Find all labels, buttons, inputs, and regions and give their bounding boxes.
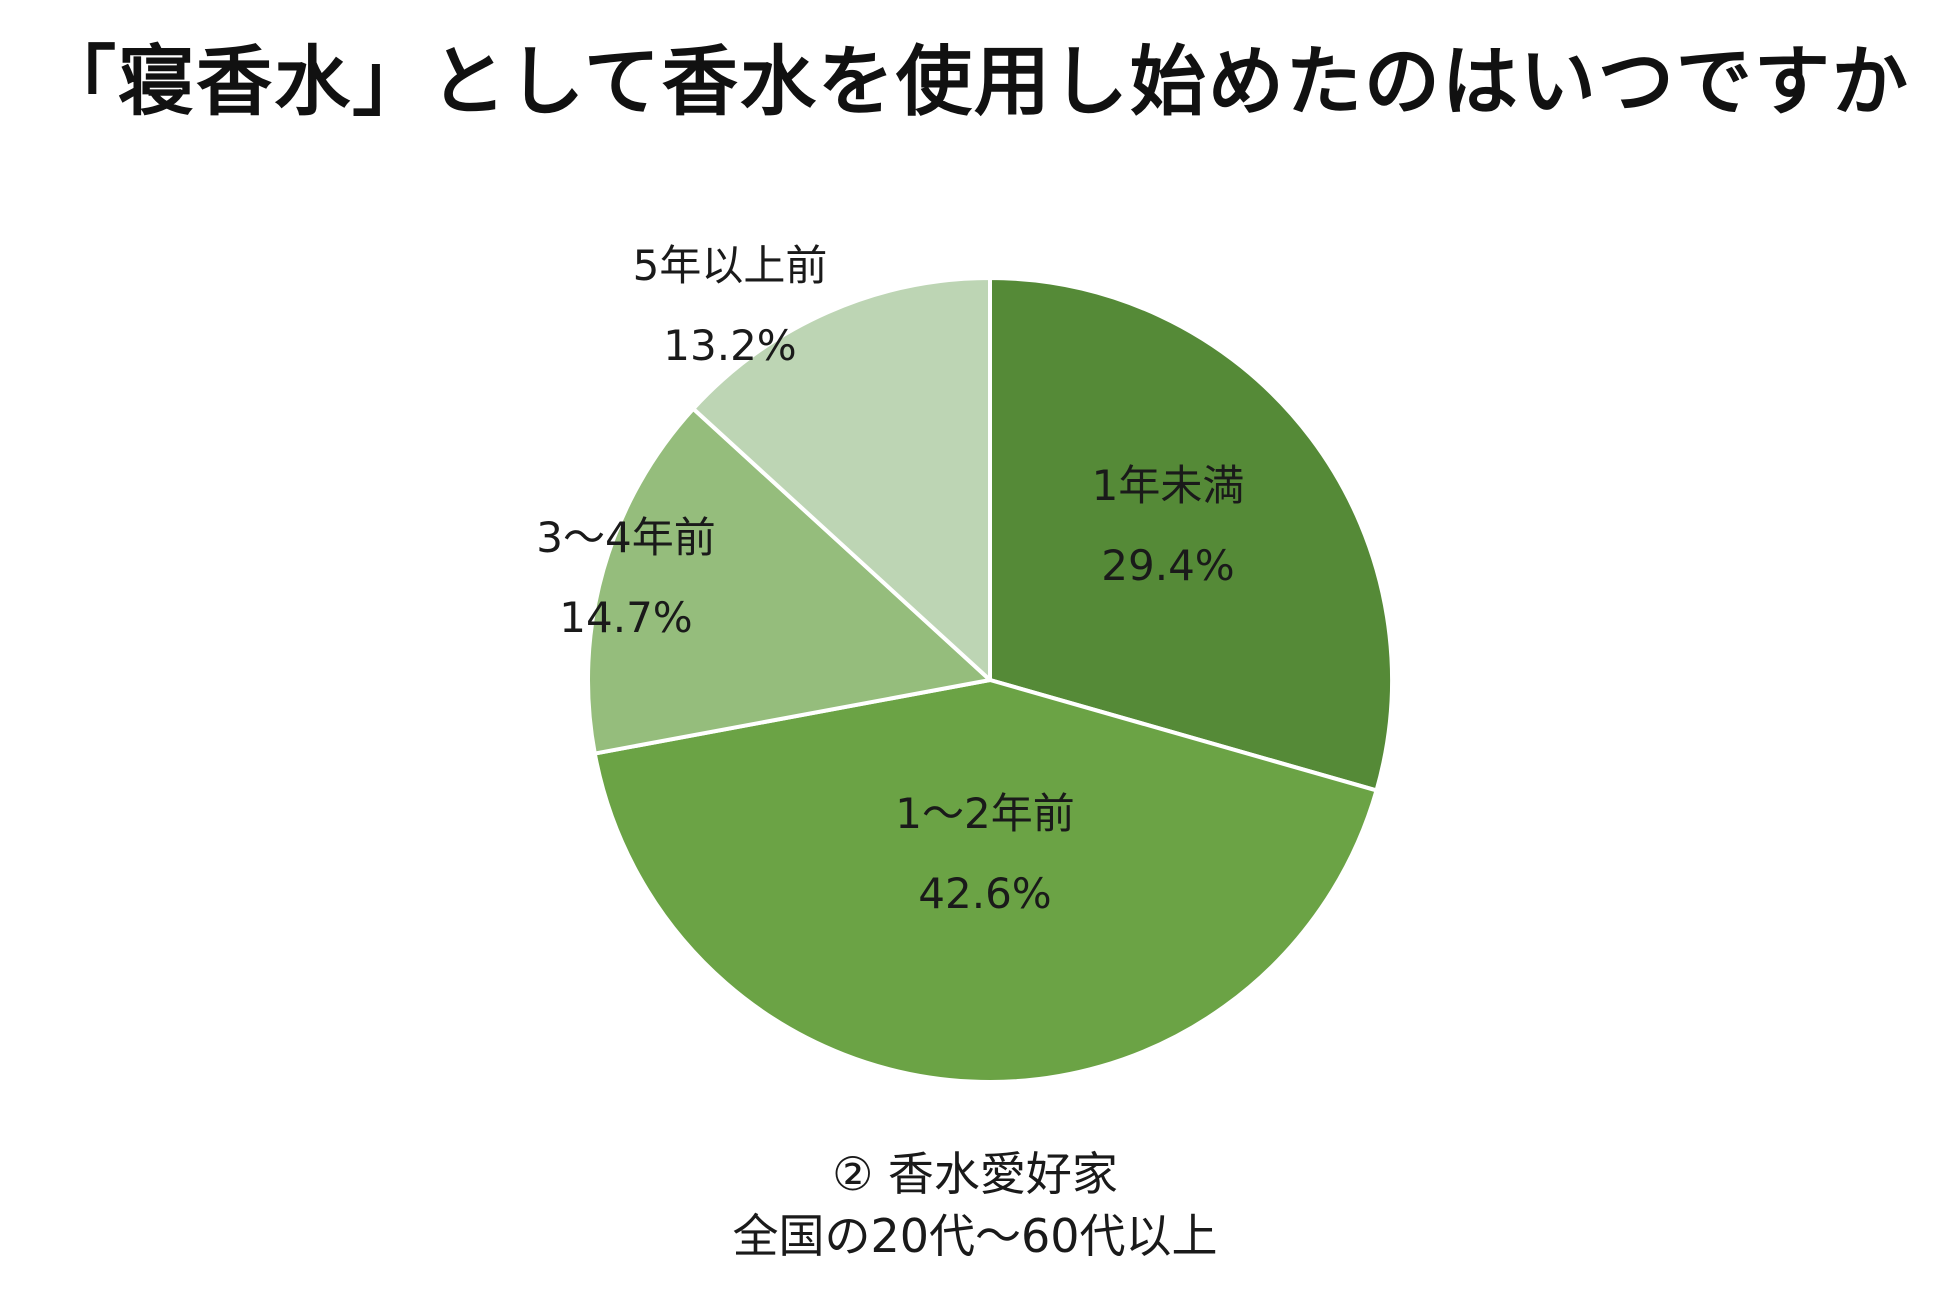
slice-value-label-2: 42.6% <box>918 869 1051 918</box>
slice-category-label-3: 3〜4年前 <box>536 513 715 562</box>
pie-slice-1 <box>988 276 1394 793</box>
slice-category-label-4: 5年以上前 <box>633 241 828 290</box>
chart-title: 「寝香水」として香水を使用し始めたのはいつですか <box>40 37 1910 126</box>
pie-slice-4 <box>691 276 992 682</box>
slice-category-label-2: 1〜2年前 <box>895 789 1074 838</box>
slice-value-label-3: 14.7% <box>559 593 692 642</box>
slice-value-label-4: 13.2% <box>663 321 796 370</box>
pie-slice-3 <box>586 406 992 756</box>
slice-value-label-1: 29.4% <box>1101 541 1234 590</box>
chart-caption-group: ② 香水愛好家 <box>832 1147 1118 1201</box>
pie-slice-2 <box>592 678 1379 1084</box>
slice-category-label-1: 1年未満 <box>1092 461 1245 510</box>
chart-caption-scope: 全国の20代〜60代以上 <box>732 1209 1218 1263</box>
